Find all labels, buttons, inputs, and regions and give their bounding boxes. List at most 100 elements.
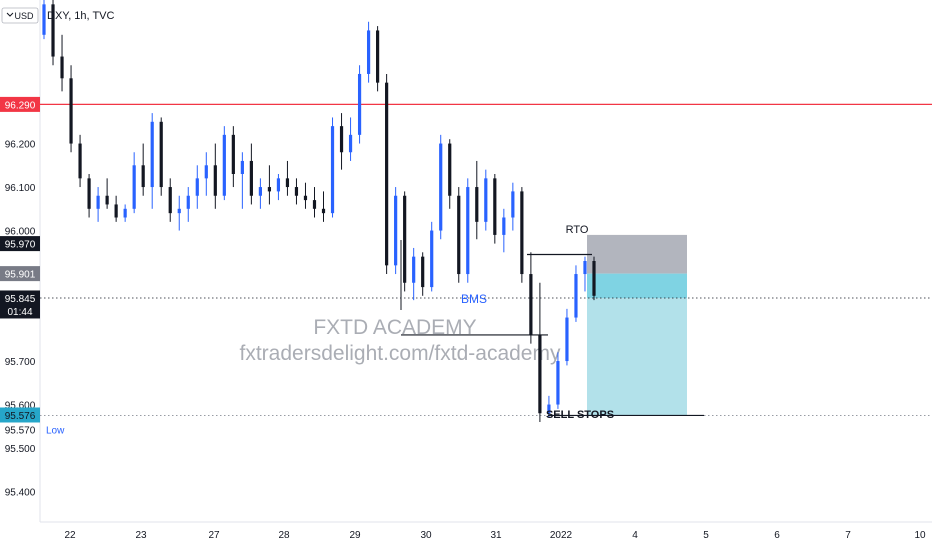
candle[interactable]: [60, 34, 64, 92]
candle[interactable]: [439, 134, 443, 240]
candle[interactable]: [123, 204, 127, 222]
candle[interactable]: [294, 178, 299, 205]
candle[interactable]: [457, 187, 461, 283]
stop-loss-zone[interactable]: [587, 234, 687, 274]
candle[interactable]: [231, 126, 235, 188]
candle[interactable]: [177, 195, 181, 231]
currency-selector[interactable]: USD: [1, 7, 39, 24]
candle-body: [565, 317, 569, 362]
candle[interactable]: [303, 182, 308, 209]
candle[interactable]: [114, 195, 118, 222]
candle-body: [42, 4, 46, 35]
price-axis[interactable]: 96.200 96.100 96.000 95.700 95.600 95.500 95.4…: [5, 140, 36, 499]
candle-body: [348, 134, 353, 153]
candle[interactable]: [583, 256, 587, 292]
candle[interactable]: [159, 117, 163, 196]
candle[interactable]: [312, 187, 317, 218]
candle[interactable]: [493, 174, 497, 244]
candles[interactable]: [42, 0, 596, 422]
price-tag-95970-text: 95.970: [5, 240, 36, 251]
candle[interactable]: [87, 174, 91, 218]
candle-body: [60, 56, 64, 79]
candle[interactable]: [357, 65, 362, 144]
take-profit-zone[interactable]: [587, 297, 687, 415]
candle[interactable]: [213, 143, 217, 209]
bms-drawing[interactable]: BMS: [400, 240, 548, 336]
candle-body: [547, 404, 551, 414]
candle[interactable]: [348, 117, 353, 161]
candle[interactable]: [150, 113, 154, 209]
candle[interactable]: [394, 187, 398, 275]
candle[interactable]: [249, 143, 253, 205]
candle[interactable]: [466, 178, 470, 283]
candle[interactable]: [222, 126, 226, 201]
candle[interactable]: [285, 160, 290, 196]
candle[interactable]: [520, 187, 524, 283]
candle[interactable]: [267, 165, 272, 205]
candle[interactable]: [321, 191, 326, 222]
candle-body: [240, 160, 244, 174]
symbol-title: DXY, 1h, TVC: [47, 10, 115, 22]
candle-body: [213, 165, 217, 196]
candle-body: [141, 165, 145, 188]
low-marker: 95.570 Low: [5, 425, 65, 436]
current-price-tag[interactable]: 95.845 01:44: [0, 290, 40, 319]
candle[interactable]: [186, 187, 190, 222]
entry-zone[interactable]: [587, 273, 687, 298]
candle[interactable]: [475, 160, 479, 240]
candle[interactable]: [556, 352, 560, 409]
candle[interactable]: [547, 395, 551, 418]
candle[interactable]: [204, 152, 208, 196]
price-tag-95576[interactable]: 95.576: [0, 407, 40, 423]
candle-body: [529, 274, 533, 335]
candle[interactable]: [78, 134, 82, 188]
price-tag-95901[interactable]: 95.901: [0, 266, 40, 282]
candle[interactable]: [276, 174, 281, 201]
candle[interactable]: [574, 265, 578, 322]
candle-body: [276, 178, 281, 192]
candle-body: [475, 187, 479, 222]
price-tag-red-bg: [0, 96, 40, 112]
candle[interactable]: [330, 117, 335, 218]
candle[interactable]: [430, 221, 434, 292]
candle[interactable]: [339, 113, 344, 170]
candle[interactable]: [258, 178, 262, 209]
candle[interactable]: [484, 169, 488, 231]
time-axis[interactable]: 22 23 27 28 29 30 31 2022 4 5 6 7 10: [64, 530, 926, 541]
candle-body: [168, 187, 172, 214]
candle[interactable]: [511, 182, 515, 231]
candle[interactable]: [366, 21, 371, 83]
candle[interactable]: [105, 178, 109, 209]
candle[interactable]: [529, 252, 533, 344]
candle[interactable]: [42, 0, 46, 40]
candle[interactable]: [592, 256, 596, 301]
candle[interactable]: [385, 73, 389, 275]
candle[interactable]: [403, 191, 407, 292]
candle[interactable]: [538, 282, 542, 422]
candle-body: [448, 143, 452, 196]
candle-body: [339, 126, 344, 153]
candle[interactable]: [240, 152, 244, 209]
candle-body: [385, 82, 389, 266]
candle[interactable]: [168, 178, 172, 222]
candle[interactable]: [132, 152, 136, 214]
candle[interactable]: [96, 187, 100, 222]
candle[interactable]: [376, 26, 380, 92]
sell-stops-drawing[interactable]: SELL STOPS: [546, 409, 704, 421]
candle[interactable]: [51, 0, 55, 66]
rto-drawing[interactable]: RTO: [527, 224, 592, 256]
candle[interactable]: [565, 308, 569, 366]
candle[interactable]: [412, 247, 416, 301]
candle[interactable]: [195, 165, 199, 209]
candle[interactable]: [69, 65, 73, 153]
price-tag-95970[interactable]: 95.970: [0, 236, 40, 252]
candle[interactable]: [141, 143, 145, 196]
candle-body: [222, 134, 226, 196]
price-tag-red[interactable]: 96.290: [0, 96, 40, 112]
time-tick-label: 5: [703, 530, 709, 541]
candle[interactable]: [421, 252, 425, 296]
time-tick-label: 31: [490, 530, 502, 541]
candle[interactable]: [502, 208, 506, 253]
candle[interactable]: [448, 139, 452, 209]
